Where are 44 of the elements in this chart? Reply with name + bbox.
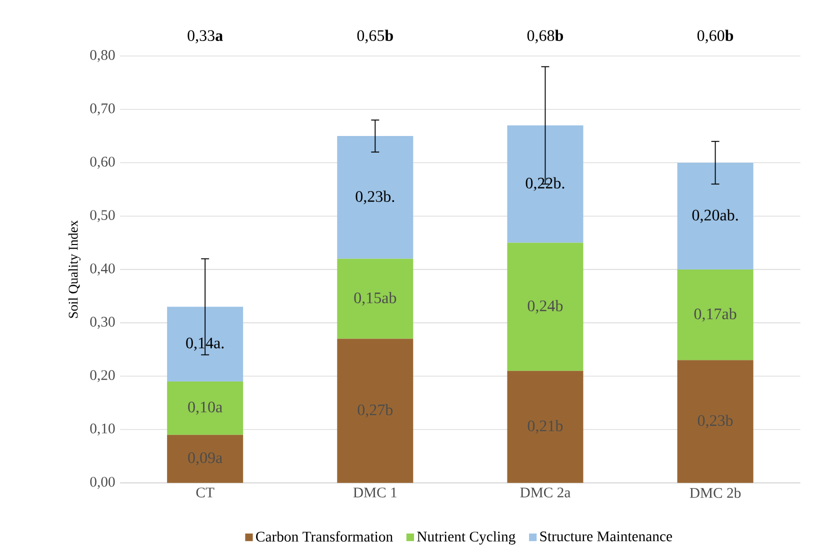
legend-label: Structure Maintenance xyxy=(540,532,672,542)
bar xyxy=(507,242,584,372)
y-tick-label: 0,50 xyxy=(90,210,115,222)
data-label: 0,10a xyxy=(188,402,222,415)
bar xyxy=(337,258,414,340)
bar xyxy=(677,360,754,484)
data-label: 0,17ab xyxy=(694,308,736,322)
y-axis-title: Soil Quality Index xyxy=(68,220,81,318)
x-tick-label: DMC 2b xyxy=(690,488,741,498)
bar xyxy=(167,435,244,484)
data-label: 0,23b. xyxy=(356,190,394,204)
bar xyxy=(677,162,754,270)
y-tick-label: 0,00 xyxy=(90,477,115,490)
data-label: 0,15ab xyxy=(354,292,396,306)
y-tick-label: 0,20 xyxy=(90,370,115,382)
data-label: 0,20ab. xyxy=(692,210,738,224)
x-tick-label: DMC 2a xyxy=(520,488,571,498)
bar xyxy=(337,339,414,484)
data-label: 0,09a xyxy=(188,452,222,466)
bar xyxy=(337,136,414,259)
y-tick-label: 0,30 xyxy=(90,317,115,330)
text: 0,60b xyxy=(697,30,734,44)
legend-label: Carbon Transformation xyxy=(256,531,393,542)
bar xyxy=(677,270,754,360)
y-tick-label: 0,80 xyxy=(90,50,115,62)
bar xyxy=(167,382,244,436)
data-label: 0,22b. xyxy=(526,178,564,192)
legend-label: Nutrient Cycling xyxy=(417,531,516,545)
data-label: 0,27b xyxy=(358,404,393,418)
x-tick-label: CT xyxy=(196,488,214,498)
x-tick-label: DMC 1 xyxy=(353,488,396,498)
text: 0,65b xyxy=(357,30,393,44)
data-label: 0,23b xyxy=(698,414,733,429)
data-label: 0,21b xyxy=(528,420,563,434)
bar xyxy=(507,371,584,484)
bar xyxy=(167,307,244,382)
y-tick-label: 0,40 xyxy=(90,264,115,276)
bar xyxy=(507,126,584,243)
y-tick-label: 0,70 xyxy=(90,104,115,116)
text: 0,33a xyxy=(188,30,223,44)
data-label: 0,24b xyxy=(528,300,563,314)
text: 0,68b xyxy=(527,30,564,44)
y-tick-label: 0,60 xyxy=(90,156,115,169)
y-tick-label: 0,10 xyxy=(90,424,115,436)
